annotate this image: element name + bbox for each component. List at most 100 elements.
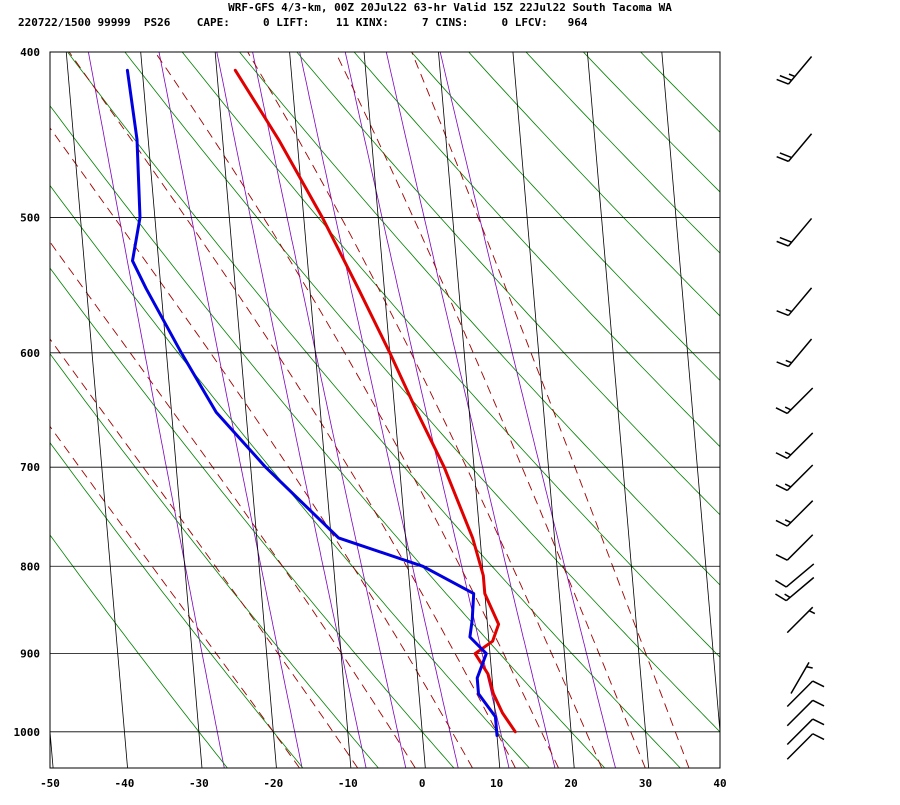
dry-adiabat-line — [125, 52, 756, 768]
temperature-tick-label: -20 — [263, 777, 283, 790]
moist-adiabat-line — [412, 52, 689, 768]
pressure-tick-label: 1000 — [14, 726, 41, 739]
wind-barb-flag — [813, 681, 824, 687]
wind-barb-staff — [787, 501, 812, 526]
guide-lines — [0, 52, 900, 768]
wind-barb-flag — [777, 79, 789, 84]
wind-barb-staff — [786, 564, 814, 587]
wind-barb-staff — [787, 465, 812, 490]
isotherm-line — [587, 52, 648, 768]
wind-barb-staff — [791, 662, 809, 693]
wind-barb-half-flag — [785, 407, 791, 410]
wind-barb-staff — [788, 288, 811, 316]
temperature-tick-label: 40 — [713, 777, 726, 790]
wind-barb-half-flag — [785, 520, 791, 523]
wind-barb-flag — [777, 241, 789, 246]
wind-barb-flag — [813, 734, 824, 740]
wind-barb-flag — [813, 719, 824, 725]
pressure-tick-label: 800 — [20, 560, 40, 573]
moist-adiabat-line — [0, 52, 358, 768]
isotherm-line — [141, 52, 202, 768]
wind-barb-staff — [786, 578, 814, 601]
wind-barb-flag — [776, 485, 787, 491]
wind-barb — [776, 535, 813, 560]
dry-adiabat-line — [641, 52, 900, 768]
wind-barb — [787, 607, 815, 632]
isotherm-line — [438, 52, 499, 768]
mixing-ratio-line — [88, 52, 224, 768]
wind-barb-flag — [776, 555, 787, 561]
wind-barb — [776, 501, 813, 526]
temperature-tick-label: -10 — [338, 777, 358, 790]
dry-adiabat-line — [583, 52, 900, 768]
pressure-tick-label: 500 — [20, 212, 40, 225]
wind-barb-staff — [787, 607, 812, 632]
wind-barb-half-flag — [785, 594, 790, 597]
dry-adiabat-line — [526, 52, 900, 768]
wind-barb — [777, 288, 812, 316]
wind-barb-flag — [777, 311, 789, 316]
sounding-profiles — [127, 70, 515, 735]
dewpoint-profile — [127, 70, 497, 735]
dry-adiabat-line — [10, 52, 605, 768]
isotherm-line — [513, 52, 574, 768]
wind-barb-staff — [787, 535, 812, 560]
wind-barb-half-flag — [786, 360, 792, 362]
wind-barb-half-flag — [807, 667, 813, 668]
temperature-tick-label: -40 — [115, 777, 135, 790]
dry-adiabat-line — [0, 52, 378, 768]
wind-barb-flag — [776, 520, 787, 526]
dry-adiabat-line — [0, 52, 529, 768]
wind-barb-flag — [777, 157, 789, 162]
wind-barb-flag — [777, 362, 789, 367]
wind-barb-staff — [788, 339, 811, 367]
wind-barb-flag — [780, 153, 792, 158]
pressure-tick-label: 900 — [20, 648, 40, 661]
isotherm-line — [662, 52, 723, 768]
isotherm-line — [66, 52, 127, 768]
wind-barb-flag — [780, 238, 792, 243]
isotherm-line — [290, 52, 351, 768]
wind-barb-half-flag — [785, 452, 791, 455]
wind-barb — [777, 339, 812, 367]
wind-barb — [791, 662, 813, 693]
temperature-tick-label: 30 — [639, 777, 652, 790]
wind-barb-staff — [787, 681, 812, 706]
wind-barb-half-flag — [789, 74, 795, 76]
mixing-ratio-line — [440, 52, 615, 768]
wind-barb — [775, 578, 813, 601]
dry-adiabat-line — [354, 52, 900, 768]
dry-adiabat-line — [240, 52, 900, 768]
wind-barb — [776, 465, 813, 490]
wind-barb-flag — [775, 580, 786, 587]
wind-barb — [775, 564, 813, 587]
pressure-tick-label: 700 — [20, 461, 40, 474]
wind-barb — [777, 134, 812, 162]
wind-barb-staff — [788, 57, 811, 85]
wind-barb-flag — [813, 700, 824, 706]
moist-adiabat-line — [0, 52, 472, 768]
wind-barb-flag — [775, 594, 786, 601]
pressure-tick-label: 600 — [20, 347, 40, 360]
wind-barb — [777, 218, 812, 246]
temperature-tick-label: 10 — [490, 777, 503, 790]
wind-barb-staff — [788, 134, 811, 162]
wind-barb-flag — [776, 453, 787, 459]
temperature-tick-label: 0 — [419, 777, 426, 790]
wind-barb — [777, 57, 812, 85]
wind-barb — [776, 388, 813, 413]
wind-barb-staff — [787, 734, 812, 759]
wind-barb-flag — [776, 408, 787, 414]
mixing-ratio-line — [386, 52, 555, 768]
chart-title: WRF-GFS 4/3-km, 00Z 20Jul22 63-hr Valid … — [228, 1, 672, 14]
wind-barb — [787, 734, 824, 759]
moist-adiabat-line — [248, 52, 602, 768]
mixing-ratio-line — [300, 52, 459, 768]
wind-barb-half-flag — [786, 309, 792, 311]
dry-adiabat-line — [182, 52, 831, 768]
moist-adiabat-line — [0, 52, 415, 768]
isotherm-line — [215, 52, 276, 768]
